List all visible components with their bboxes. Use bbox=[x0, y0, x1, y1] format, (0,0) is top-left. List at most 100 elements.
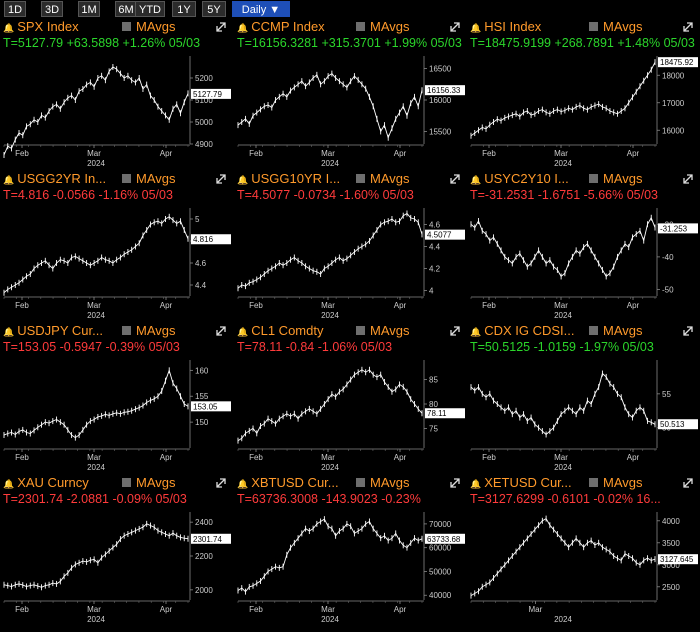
checkbox-icon[interactable] bbox=[589, 478, 598, 487]
price-stat: T=78.11 -0.84 -1.06% 05/03 bbox=[237, 340, 393, 354]
y-tick-label: 4.6 bbox=[195, 259, 207, 268]
expand-icon[interactable] bbox=[448, 20, 462, 34]
price-stat: T=63736.3008 -143.9023 -0.23% bbox=[237, 492, 421, 506]
y-tick-label: 15500 bbox=[429, 127, 452, 136]
expand-icon[interactable] bbox=[214, 476, 228, 490]
expand-icon[interactable] bbox=[681, 324, 695, 338]
last-value-label: 2301.74 bbox=[193, 535, 222, 544]
year-label: 2024 bbox=[554, 159, 572, 168]
checkbox-icon[interactable] bbox=[589, 22, 598, 31]
alert-bell-icon[interactable]: 🔔 bbox=[237, 175, 249, 185]
checkbox-icon[interactable] bbox=[356, 478, 365, 487]
alert-bell-icon[interactable]: 🔔 bbox=[470, 479, 482, 489]
year-label: 2024 bbox=[87, 615, 105, 624]
alert-bell-icon[interactable]: 🔔 bbox=[3, 479, 15, 489]
x-tick-label: Feb bbox=[482, 453, 496, 462]
expand-icon[interactable] bbox=[448, 476, 462, 490]
year-label: 2024 bbox=[321, 615, 339, 624]
expand-icon[interactable] bbox=[681, 476, 695, 490]
checkbox-icon[interactable] bbox=[356, 326, 365, 335]
chart-panel-8: 🔔 CDX IG CDSI... MAvgs T=50.5125 -1.0159 -1… bbox=[467, 322, 699, 474]
y-tick-label: 150 bbox=[195, 418, 209, 427]
chart-title[interactable]: 🔔 CCMP Index bbox=[237, 19, 325, 34]
expand-icon[interactable] bbox=[681, 20, 695, 34]
mavgs-toggle[interactable]: MAvgs bbox=[122, 19, 176, 34]
checkbox-icon[interactable] bbox=[356, 22, 365, 31]
mavgs-toggle[interactable]: MAvgs bbox=[589, 475, 643, 490]
mavgs-toggle[interactable]: MAvgs bbox=[356, 19, 410, 34]
year-label: 2024 bbox=[87, 463, 105, 472]
range-button-0[interactable]: 1D bbox=[4, 1, 26, 17]
expand-icon[interactable] bbox=[448, 324, 462, 338]
range-button-5[interactable]: 1Y bbox=[172, 1, 196, 17]
x-tick-label: Feb bbox=[249, 605, 263, 614]
chart-title[interactable]: 🔔 XBTUSD Cur... bbox=[237, 475, 339, 490]
chart-title[interactable]: 🔔 XAU Curncy bbox=[3, 475, 89, 490]
expand-icon[interactable] bbox=[214, 20, 228, 34]
expand-icon[interactable] bbox=[214, 172, 228, 186]
chart-title[interactable]: 🔔 USYC2Y10 I... bbox=[470, 171, 569, 186]
alert-bell-icon[interactable]: 🔔 bbox=[470, 23, 482, 33]
checkbox-icon[interactable] bbox=[122, 174, 131, 183]
checkbox-icon[interactable] bbox=[589, 326, 598, 335]
series-line bbox=[470, 372, 656, 436]
chart-panel-9: 🔔 XAU Curncy MAvgs T=2301.74 -2.0881 -0.09%… bbox=[0, 474, 232, 626]
chart-title[interactable]: 🔔 XETUSD Cur... bbox=[470, 475, 572, 490]
mavgs-toggle[interactable]: MAvgs bbox=[589, 171, 643, 186]
chart-title[interactable]: 🔔 SPX Index bbox=[3, 19, 79, 34]
chart-title[interactable]: 🔔 USDJPY Cur... bbox=[3, 323, 103, 338]
y-tick-label: 16000 bbox=[429, 96, 452, 105]
range-button-6[interactable]: 5Y bbox=[202, 1, 226, 17]
x-tick-label: Mar bbox=[554, 149, 568, 158]
expand-icon[interactable] bbox=[448, 172, 462, 186]
x-tick-label: Mar bbox=[87, 605, 101, 614]
mavgs-toggle[interactable]: MAvgs bbox=[122, 475, 176, 490]
chart-title[interactable]: 🔔 CDX IG CDSI... bbox=[470, 323, 575, 338]
chart-panel-6: 🔔 USDJPY Cur... MAvgs T=153.05 -0.5947 -0.3… bbox=[0, 322, 232, 474]
toolbar: 1D 3D 1M 6M YTD 1Y 5Y Daily ▼ bbox=[0, 0, 700, 18]
mavgs-toggle[interactable]: MAvgs bbox=[589, 323, 643, 338]
range-button-3[interactable]: 6M bbox=[115, 1, 137, 17]
checkbox-icon[interactable] bbox=[122, 478, 131, 487]
chart-title[interactable]: 🔔 USGG10YR I... bbox=[237, 171, 341, 186]
mavgs-toggle[interactable]: MAvgs bbox=[356, 475, 410, 490]
expand-icon[interactable] bbox=[214, 324, 228, 338]
chart-title[interactable]: 🔔 CL1 Comdty bbox=[237, 323, 324, 338]
range-button-1[interactable]: 3D bbox=[41, 1, 63, 17]
y-tick-label: 2500 bbox=[662, 583, 680, 592]
x-tick-label: Mar bbox=[87, 301, 101, 310]
chart-title[interactable]: 🔔 HSI Index bbox=[470, 19, 542, 34]
mavgs-toggle[interactable]: MAvgs bbox=[122, 323, 176, 338]
y-tick-label: 4.4 bbox=[195, 281, 207, 290]
alert-bell-icon[interactable]: 🔔 bbox=[470, 175, 482, 185]
expand-icon[interactable] bbox=[681, 172, 695, 186]
alert-bell-icon[interactable]: 🔔 bbox=[237, 479, 249, 489]
x-tick-label: Mar bbox=[321, 605, 335, 614]
alert-bell-icon[interactable]: 🔔 bbox=[3, 175, 15, 185]
alert-bell-icon[interactable]: 🔔 bbox=[237, 23, 249, 33]
checkbox-icon[interactable] bbox=[122, 326, 131, 335]
checkbox-icon[interactable] bbox=[122, 22, 131, 31]
mavgs-toggle[interactable]: MAvgs bbox=[122, 171, 176, 186]
chart-title[interactable]: 🔔 USGG2YR In... bbox=[3, 171, 107, 186]
range-button-4[interactable]: YTD bbox=[135, 1, 165, 17]
alert-bell-icon[interactable]: 🔔 bbox=[3, 327, 15, 337]
x-tick-label: Apr bbox=[627, 453, 640, 462]
price-stat: T=2301.74 -2.0881 -0.09% 05/03 bbox=[3, 492, 187, 506]
y-tick-label: 2400 bbox=[195, 518, 213, 527]
mavgs-toggle[interactable]: MAvgs bbox=[589, 19, 643, 34]
alert-bell-icon[interactable]: 🔔 bbox=[237, 327, 249, 337]
range-button-7[interactable]: Daily ▼ bbox=[232, 1, 290, 17]
alert-bell-icon[interactable]: 🔔 bbox=[3, 23, 15, 33]
last-value-label: -31.253 bbox=[660, 224, 688, 233]
checkbox-icon[interactable] bbox=[589, 174, 598, 183]
line-chart: 75 80 85 78.11 Feb Mar Apr 2024 bbox=[237, 360, 465, 472]
line-chart: 150 155 160 153.05 Feb Mar Apr 2024 bbox=[3, 360, 231, 472]
checkbox-icon[interactable] bbox=[356, 174, 365, 183]
range-button-2[interactable]: 1M bbox=[78, 1, 100, 17]
alert-bell-icon[interactable]: 🔔 bbox=[470, 327, 482, 337]
mavgs-toggle[interactable]: MAvgs bbox=[356, 171, 410, 186]
mavgs-toggle[interactable]: MAvgs bbox=[356, 323, 410, 338]
last-value-tag bbox=[425, 85, 465, 96]
